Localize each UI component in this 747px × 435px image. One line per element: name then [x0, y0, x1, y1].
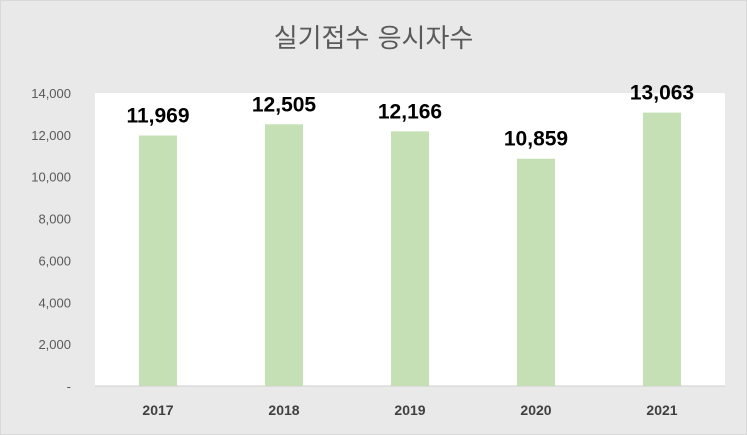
- x-category-label: 2020: [520, 402, 551, 418]
- y-tick-label: 12,000: [31, 128, 71, 143]
- bars: [139, 112, 681, 387]
- x-category-label: 2021: [646, 402, 677, 418]
- y-tick-label: 2,000: [38, 337, 71, 352]
- data-labels: 11,969 12,505 12,166 10,859 13,063: [126, 82, 694, 151]
- y-tick-label: 6,000: [38, 253, 71, 268]
- data-label: 11,969: [126, 105, 189, 128]
- x-category-label: 2017: [142, 402, 173, 418]
- x-category-label: 2019: [394, 402, 425, 418]
- y-tick-label: 8,000: [38, 212, 71, 227]
- bar: [139, 135, 177, 386]
- data-label: 12,505: [252, 93, 317, 116]
- y-tick-label: -: [67, 379, 71, 394]
- y-axis-ticks: - 2,000 4,000 6,000 8,000 10,000 12,000 14,000: [31, 86, 71, 394]
- bar: [391, 131, 429, 386]
- x-category-label: 2018: [268, 402, 299, 418]
- x-axis-categories: 2017 2018 2019 2020 2021: [142, 402, 677, 418]
- y-tick-label: 14,000: [31, 86, 71, 101]
- y-tick-label: 10,000: [31, 170, 71, 185]
- bar: [643, 112, 681, 386]
- data-label: 13,063: [630, 82, 694, 105]
- data-label: 12,166: [378, 100, 442, 123]
- chart-title: 실기접수 응시자수: [273, 24, 474, 54]
- bar: [265, 124, 303, 387]
- data-label: 10,859: [504, 128, 568, 151]
- y-tick-label: 4,000: [38, 295, 71, 310]
- bar: [517, 158, 555, 386]
